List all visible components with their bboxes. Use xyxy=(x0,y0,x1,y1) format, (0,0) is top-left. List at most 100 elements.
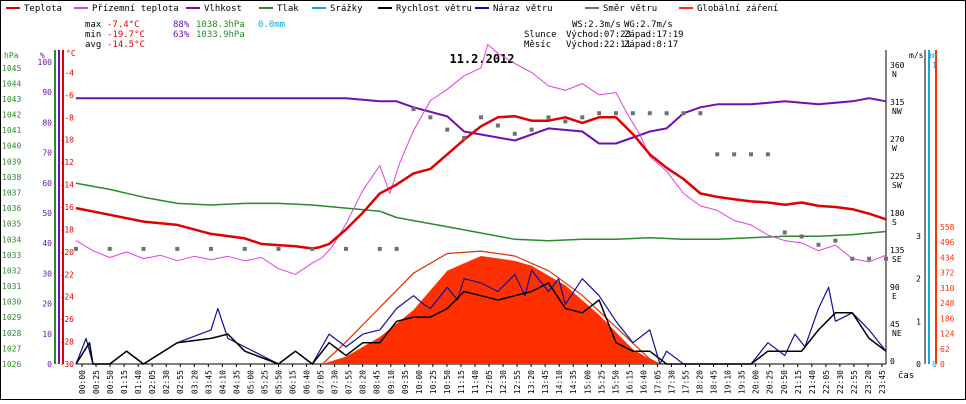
x-tick-label: 12:05 xyxy=(485,370,494,394)
temp-tick-label: -30 xyxy=(60,360,75,369)
x-tick-label: 21:15 xyxy=(794,370,803,394)
wind-direction-point xyxy=(479,115,483,120)
hpa-tick-label: 1040 xyxy=(2,142,21,151)
x-tick-label: 12:30 xyxy=(499,370,508,394)
percent-tick-label: 60 xyxy=(42,179,52,188)
wind-direction-point xyxy=(580,115,585,120)
x-tick-label: 00:00 xyxy=(78,370,87,394)
wind-direction-point xyxy=(546,115,551,120)
direction-tick-name: NW xyxy=(892,107,902,116)
wind-direction-point xyxy=(377,246,382,251)
percent-tick-label: 10 xyxy=(42,330,52,339)
legend-label: Globální záření xyxy=(697,4,778,14)
x-tick-label: 03:45 xyxy=(204,370,213,394)
radiation-tick-label: 186 xyxy=(940,314,955,323)
series-line xyxy=(76,97,887,145)
radiation-tick-label: 310 xyxy=(940,284,955,293)
moon-rise: Východ:22:11 xyxy=(566,40,631,50)
hpa-tick-label: 1041 xyxy=(2,126,21,135)
x-tick-label: 12:55 xyxy=(513,370,522,394)
axes: hPa1045104410431042104110401039103810371… xyxy=(2,49,955,369)
wind-direction-point xyxy=(867,256,872,261)
temp-tick-label: -14 xyxy=(60,181,75,190)
x-tick-label: 09:10 xyxy=(387,370,396,394)
x-tick-label: 02:05 xyxy=(148,370,157,394)
wind-direction-point xyxy=(141,246,146,251)
wind-direction-point xyxy=(698,111,703,116)
x-tick-label: 07:55 xyxy=(345,370,354,394)
legend-label: Náraz větru xyxy=(493,4,553,14)
radiation-tick-label: 558 xyxy=(940,223,955,232)
percent-tick-label: 80 xyxy=(42,118,52,127)
wind-tick-label: 3 xyxy=(916,232,921,241)
moon-label: Měsíc xyxy=(524,40,551,50)
x-tick-label: 14:35 xyxy=(569,370,578,394)
temp-tick-label: -18 xyxy=(60,225,75,234)
stat-max-rain: 0.0mm xyxy=(258,20,285,30)
x-tick-label: 05:00 xyxy=(246,370,255,394)
percent-tick-label: 90 xyxy=(42,88,52,97)
direction-tick-name: NE xyxy=(892,329,902,338)
stat-min-hum: 63% xyxy=(173,30,190,40)
wind-direction-point xyxy=(765,152,770,157)
x-tick-label: 15:50 xyxy=(611,370,620,394)
x-tick-label: 10:00 xyxy=(415,370,424,394)
x-tick-label: 13:20 xyxy=(527,370,536,394)
legend-label: Teplota xyxy=(24,4,62,14)
x-tick-label: 02:30 xyxy=(162,370,171,394)
wind-direction-point xyxy=(107,246,112,251)
wind-direction-point xyxy=(394,246,399,251)
wind-tick-label: 1 xyxy=(916,317,921,326)
wind-direction-point xyxy=(74,246,78,251)
radiation-tick-label: 496 xyxy=(940,238,955,247)
radiation-tick-label: 62 xyxy=(940,345,950,354)
x-tick-label: 22:30 xyxy=(836,370,845,394)
legend: Teplota Přízemní teplota Vlhkost Tlak Srážky… xyxy=(6,4,778,14)
x-tick-label: 07:05 xyxy=(317,370,326,394)
hpa-axis-label: hPa xyxy=(4,51,19,60)
x-tick-label: 06:40 xyxy=(303,370,312,394)
x-tick-label: 06:15 xyxy=(289,370,298,394)
direction-tick-name: S xyxy=(892,218,897,227)
x-tick-label: 07:30 xyxy=(331,370,340,394)
direction-tick-name: SE xyxy=(892,255,902,264)
rain-axis-label: mm xyxy=(928,51,938,60)
temp-axis-label: °C xyxy=(66,49,76,58)
x-tick-label: 00:50 xyxy=(106,370,115,394)
stat-max-label: max xyxy=(85,20,102,30)
stat-avg-label: avg xyxy=(85,40,101,50)
wind-direction-point xyxy=(884,256,888,261)
x-tick-label: 19:10 xyxy=(724,370,733,394)
wind-direction-point xyxy=(411,107,416,112)
x-tick-label: 00:25 xyxy=(92,370,101,394)
sun-rise: Východ:07:23 xyxy=(566,30,631,40)
rain-tick-label: 0 xyxy=(932,360,937,369)
wind-direction-point xyxy=(681,111,686,116)
wind-direction-point xyxy=(495,123,500,128)
x-tick-label: 18:20 xyxy=(696,370,705,394)
direction-tick-label: 0 xyxy=(890,357,895,366)
x-tick-label: 03:20 xyxy=(190,370,199,394)
wind-direction-point xyxy=(782,230,787,235)
x-tick-label: 05:25 xyxy=(260,370,269,394)
percent-tick-label: 70 xyxy=(42,149,52,158)
legend-label: Směr větru xyxy=(603,4,657,14)
direction-tick-name: E xyxy=(892,292,897,301)
stat-ws: WS:2.3m/s xyxy=(572,20,621,30)
wind-direction-point xyxy=(344,246,348,251)
direction-tick-name: SW xyxy=(892,181,902,190)
stat-wg: WG:2.7m/s xyxy=(624,20,673,30)
hpa-tick-label: 1043 xyxy=(2,95,21,104)
stat-min-press: 1033.9hPa xyxy=(196,30,245,40)
hpa-tick-label: 1044 xyxy=(2,79,21,88)
x-tick-label: 16:15 xyxy=(625,370,634,394)
radiation-tick-label: 434 xyxy=(940,253,955,262)
x-tick-label: 14:10 xyxy=(555,370,564,394)
stat-min-temp: -19.7°C xyxy=(107,30,145,40)
direction-tick-label: 180 xyxy=(890,209,905,218)
x-tick-label: 05:50 xyxy=(274,370,283,394)
wind-direction-point xyxy=(529,127,534,132)
x-tick-label: 22:05 xyxy=(822,370,831,394)
wind-direction-point xyxy=(428,115,433,120)
